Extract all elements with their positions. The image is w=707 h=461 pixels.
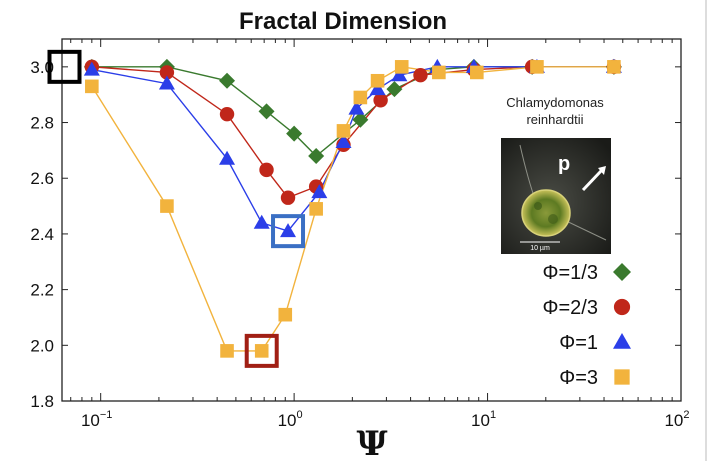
x-tick-base: 10 bbox=[664, 411, 683, 430]
highlight-box bbox=[47, 49, 82, 84]
y-tick-label: 2.0 bbox=[30, 336, 54, 355]
data-point-series-4 bbox=[336, 124, 351, 138]
data-point-series-3 bbox=[369, 81, 386, 96]
legend-label: Φ=1 bbox=[559, 332, 598, 354]
data-point-series-4 bbox=[370, 73, 385, 88]
data-point-series-2 bbox=[159, 65, 175, 80]
data-point-series-2 bbox=[280, 190, 296, 205]
y-tick-label: 2.2 bbox=[30, 281, 54, 300]
inset-arrow-label: p bbox=[558, 153, 570, 175]
data-point-series-3 bbox=[219, 150, 236, 165]
legend: Φ=1/3 Φ=2/3 Φ=1 Φ=3 bbox=[543, 262, 631, 389]
inset-label-line2: reinhardtii bbox=[526, 112, 583, 127]
data-point-series-4 bbox=[220, 344, 234, 358]
data-point-series-4 bbox=[353, 90, 368, 105]
x-tick-base: 10 bbox=[278, 411, 297, 430]
inset-micrograph: Chlamydomonas reinhardtii p 10 µm bbox=[501, 95, 611, 254]
data-point-series-4 bbox=[470, 65, 484, 80]
y-tick-label: 2.6 bbox=[30, 169, 54, 188]
legend-marker bbox=[613, 263, 631, 281]
y-tick-label: 1.8 bbox=[30, 392, 54, 411]
data-point-series-3 bbox=[280, 223, 297, 238]
x-tick-exponent: 2 bbox=[683, 409, 689, 421]
data-point-series-1 bbox=[219, 72, 236, 89]
legend-label: Φ=3 bbox=[559, 367, 598, 389]
x-tick-exponent: −1 bbox=[100, 409, 113, 421]
data-point-series-4 bbox=[607, 60, 621, 74]
highlight-box bbox=[271, 214, 306, 249]
x-tick-label: 102 bbox=[664, 409, 689, 430]
data-point-series-2 bbox=[373, 93, 388, 108]
data-point-series-1 bbox=[386, 81, 403, 98]
y-tick-label: 2.4 bbox=[30, 225, 54, 244]
x-tick-base: 10 bbox=[471, 411, 490, 430]
data-point-series-1 bbox=[308, 147, 325, 164]
data-point-series-4 bbox=[85, 79, 99, 94]
data-point-series-4 bbox=[309, 202, 323, 216]
legend-marker bbox=[613, 298, 631, 316]
y-tick-label: 2.8 bbox=[30, 114, 54, 133]
legend-label: Φ=1/3 bbox=[543, 262, 598, 284]
cell-detail bbox=[534, 202, 542, 210]
data-point-series-1 bbox=[352, 111, 369, 128]
cell-detail bbox=[548, 214, 558, 224]
series-layer bbox=[83, 58, 622, 358]
plot-frame bbox=[61, 38, 682, 402]
highlight-layer bbox=[47, 49, 306, 368]
data-point-series-2 bbox=[219, 106, 235, 122]
y-axis-ticks: 1.82.02.22.42.62.83.0 bbox=[30, 58, 681, 411]
chart-title: Fractal Dimension bbox=[239, 8, 447, 35]
direction-arrow-shaft bbox=[581, 169, 603, 192]
data-point-series-4 bbox=[432, 65, 446, 80]
data-point-series-1 bbox=[258, 103, 275, 120]
x-tick-exponent: 1 bbox=[490, 409, 496, 421]
data-point-series-3 bbox=[348, 100, 365, 115]
data-point-series-4 bbox=[160, 199, 174, 213]
x-tick-exponent: 0 bbox=[297, 409, 303, 421]
data-point-series-3 bbox=[83, 61, 100, 76]
data-point-series-1 bbox=[286, 125, 303, 142]
direction-arrow-head bbox=[598, 166, 606, 175]
legend-label: Φ=2/3 bbox=[543, 297, 598, 319]
cell-body bbox=[521, 189, 571, 237]
data-point-series-3 bbox=[311, 184, 328, 199]
highlight-box bbox=[244, 333, 279, 368]
x-tick-label: 10−1 bbox=[81, 409, 112, 430]
legend-marker bbox=[614, 369, 630, 385]
data-point-series-2 bbox=[413, 68, 428, 83]
x-tick-label: 100 bbox=[278, 409, 303, 430]
data-point-series-3 bbox=[391, 67, 408, 82]
inset-label-line1: Chlamydomonas bbox=[506, 95, 604, 110]
x-axis-ticks: 10−1 100 101 102 bbox=[70, 39, 690, 430]
x-axis-label: Ψ bbox=[356, 424, 387, 461]
data-point-series-4 bbox=[278, 307, 293, 322]
data-point-series-3 bbox=[335, 134, 352, 149]
x-tick-base: 10 bbox=[81, 411, 100, 430]
scale-bar-label: 10 µm bbox=[530, 245, 550, 252]
x-tick-label: 101 bbox=[471, 409, 496, 430]
data-point-series-3 bbox=[158, 75, 175, 90]
legend-marker bbox=[613, 333, 631, 349]
data-point-series-4 bbox=[254, 344, 269, 358]
data-point-series-4 bbox=[394, 60, 409, 74]
data-point-series-4 bbox=[530, 60, 544, 74]
data-point-series-2 bbox=[259, 162, 274, 178]
data-point-series-3 bbox=[253, 214, 270, 229]
